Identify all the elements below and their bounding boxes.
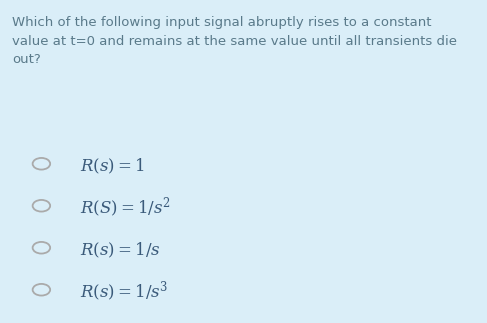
Circle shape [33, 284, 50, 296]
Circle shape [33, 200, 50, 212]
Circle shape [33, 242, 50, 254]
Text: $R(s) = 1/s$: $R(s) = 1/s$ [80, 241, 161, 260]
Text: $R(S)=1/s^2$: $R(S)=1/s^2$ [80, 196, 171, 220]
Text: $R(s)=1/s^3$: $R(s)=1/s^3$ [80, 280, 169, 304]
Text: Which of the following input signal abruptly rises to a constant
value at t=0 an: Which of the following input signal abru… [12, 16, 457, 66]
Circle shape [33, 158, 50, 170]
Text: $R(s)=1$: $R(s)=1$ [80, 157, 145, 176]
